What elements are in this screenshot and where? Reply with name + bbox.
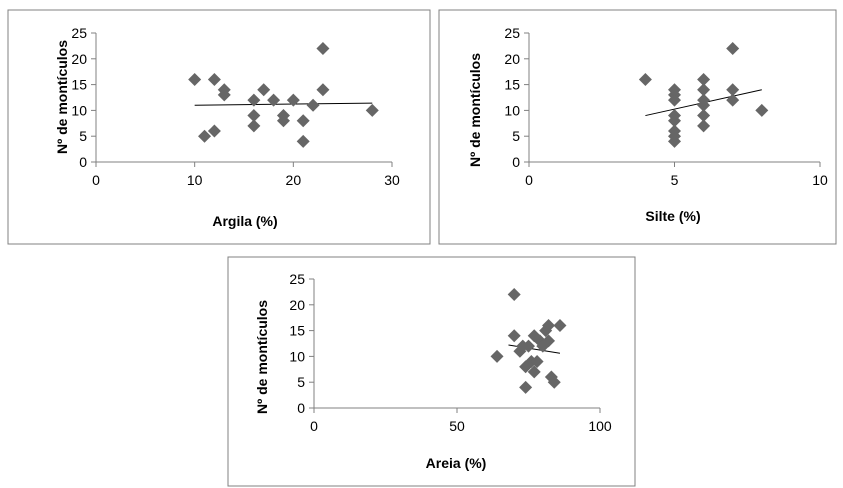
chart-silt-ylabel: Nº de montículos — [467, 53, 483, 167]
sand-data-point — [542, 334, 556, 348]
clay-x-tick-label: 10 — [187, 172, 203, 188]
chart-clay-frame — [7, 9, 431, 245]
silt-data-point — [697, 119, 711, 133]
clay-x-tick-label: 20 — [286, 172, 302, 188]
chart-clay-xlabel: Argila (%) — [212, 213, 277, 229]
silt-data-point — [697, 83, 711, 97]
chart-sand-plot: 0 5 10 15 20 25 0 50 100 — [289, 271, 611, 434]
clay-data-point — [286, 93, 300, 107]
sand-y-tick-label: 15 — [289, 323, 305, 339]
clay-y-tick-label: 15 — [71, 77, 87, 93]
chart-sand-xlabel: Areia (%) — [426, 455, 487, 471]
sand-data-point — [553, 318, 567, 332]
silt-data-point — [668, 124, 681, 138]
sand-data-point — [490, 349, 504, 363]
silt-data-point — [726, 41, 740, 55]
sand-x-tick-label: 0 — [310, 418, 318, 434]
clay-data-point — [267, 93, 281, 107]
silt-data-point — [697, 72, 711, 86]
sand-data-point — [530, 355, 544, 369]
clay-data-point — [306, 98, 320, 112]
silt-y-tick-label: 25 — [504, 25, 520, 41]
clay-trendline — [194, 102, 373, 106]
silt-data-point — [726, 83, 740, 97]
sand-x-tick-label: 50 — [449, 418, 465, 434]
clay-x-tick-label: 0 — [92, 172, 100, 188]
silt-data-point — [726, 93, 740, 107]
silt-y-tick-label: 15 — [504, 77, 520, 93]
clay-data-point — [276, 109, 290, 123]
sand-y-tick-label: 5 — [297, 374, 305, 390]
sand-x-tick-label: 100 — [588, 418, 612, 434]
clay-data-point — [316, 41, 330, 55]
silt-data-point — [668, 83, 681, 97]
clay-data-point — [247, 109, 261, 123]
clay-data-point — [207, 72, 221, 86]
silt-data-point — [755, 103, 769, 117]
sand-data-point — [507, 329, 521, 343]
chart-sand-frame — [227, 256, 636, 487]
sand-data-point — [542, 318, 556, 332]
silt-data-point — [638, 72, 652, 86]
clay-data-point — [198, 129, 212, 143]
sand-data-point — [507, 287, 521, 301]
chart-sand: 0 5 10 15 20 25 0 50 100 Areia (%) Nº de montícu… — [227, 256, 636, 487]
silt-y-tick-label: 0 — [512, 154, 520, 170]
silt-data-point — [668, 109, 681, 123]
sand-data-point — [547, 375, 561, 389]
silt-y-tick-label: 5 — [512, 128, 520, 144]
chart-silt-plot: 0 5 10 15 20 25 0 5 10 — [504, 25, 828, 188]
clay-data-point — [207, 124, 221, 138]
silt-x-tick-label: 5 — [671, 172, 679, 188]
silt-x-tick-label: 10 — [812, 172, 828, 188]
chart-sand-ylabel: Nº de montículos — [254, 300, 270, 414]
clay-y-tick-label: 0 — [79, 154, 87, 170]
silt-y-tick-label: 10 — [504, 102, 520, 118]
clay-data-point — [365, 103, 379, 117]
clay-x-tick-label: 30 — [384, 172, 400, 188]
sand-data-point — [527, 365, 541, 379]
clay-y-tick-label: 10 — [71, 102, 87, 118]
clay-data-point — [296, 114, 310, 128]
sand-y-tick-label: 25 — [289, 271, 305, 287]
silt-data-point — [697, 109, 711, 123]
chart-clay-ylabel: Nº de montículos — [54, 40, 70, 154]
sand-y-tick-label: 20 — [289, 297, 305, 313]
clay-data-point — [217, 83, 231, 97]
chart-silt-frame — [438, 9, 837, 245]
clay-y-tick-label: 25 — [71, 25, 87, 41]
clay-data-point — [257, 83, 271, 97]
clay-data-point — [247, 93, 261, 107]
silt-x-tick-label: 0 — [525, 172, 533, 188]
chart-silt: 0 5 10 15 20 25 0 5 10 Silte (%) Nº de montículo… — [438, 9, 837, 245]
silt-y-tick-label: 20 — [504, 51, 520, 67]
clay-data-point — [247, 119, 261, 133]
chart-silt-xlabel: Silte (%) — [645, 208, 700, 224]
silt-data-point — [697, 93, 711, 107]
clay-y-tick-label: 20 — [71, 51, 87, 67]
clay-y-tick-label: 5 — [79, 128, 87, 144]
clay-data-point — [316, 83, 330, 97]
sand-y-tick-label: 10 — [289, 348, 305, 364]
sand-data-point — [519, 380, 533, 394]
clay-data-point — [188, 72, 202, 86]
chart-clay-plot: 0 5 10 15 20 25 0 10 20 30 — [71, 25, 400, 188]
sand-y-tick-label: 0 — [297, 400, 305, 416]
sand-data-point — [522, 339, 535, 353]
clay-data-point — [296, 134, 310, 148]
chart-clay: 0 5 10 15 20 25 0 10 20 30 Argila (%) Nº de montí… — [7, 9, 431, 245]
